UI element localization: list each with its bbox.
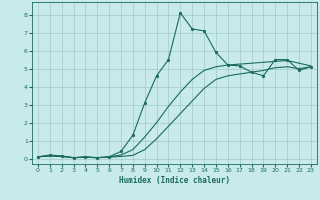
X-axis label: Humidex (Indice chaleur): Humidex (Indice chaleur) — [119, 176, 230, 185]
